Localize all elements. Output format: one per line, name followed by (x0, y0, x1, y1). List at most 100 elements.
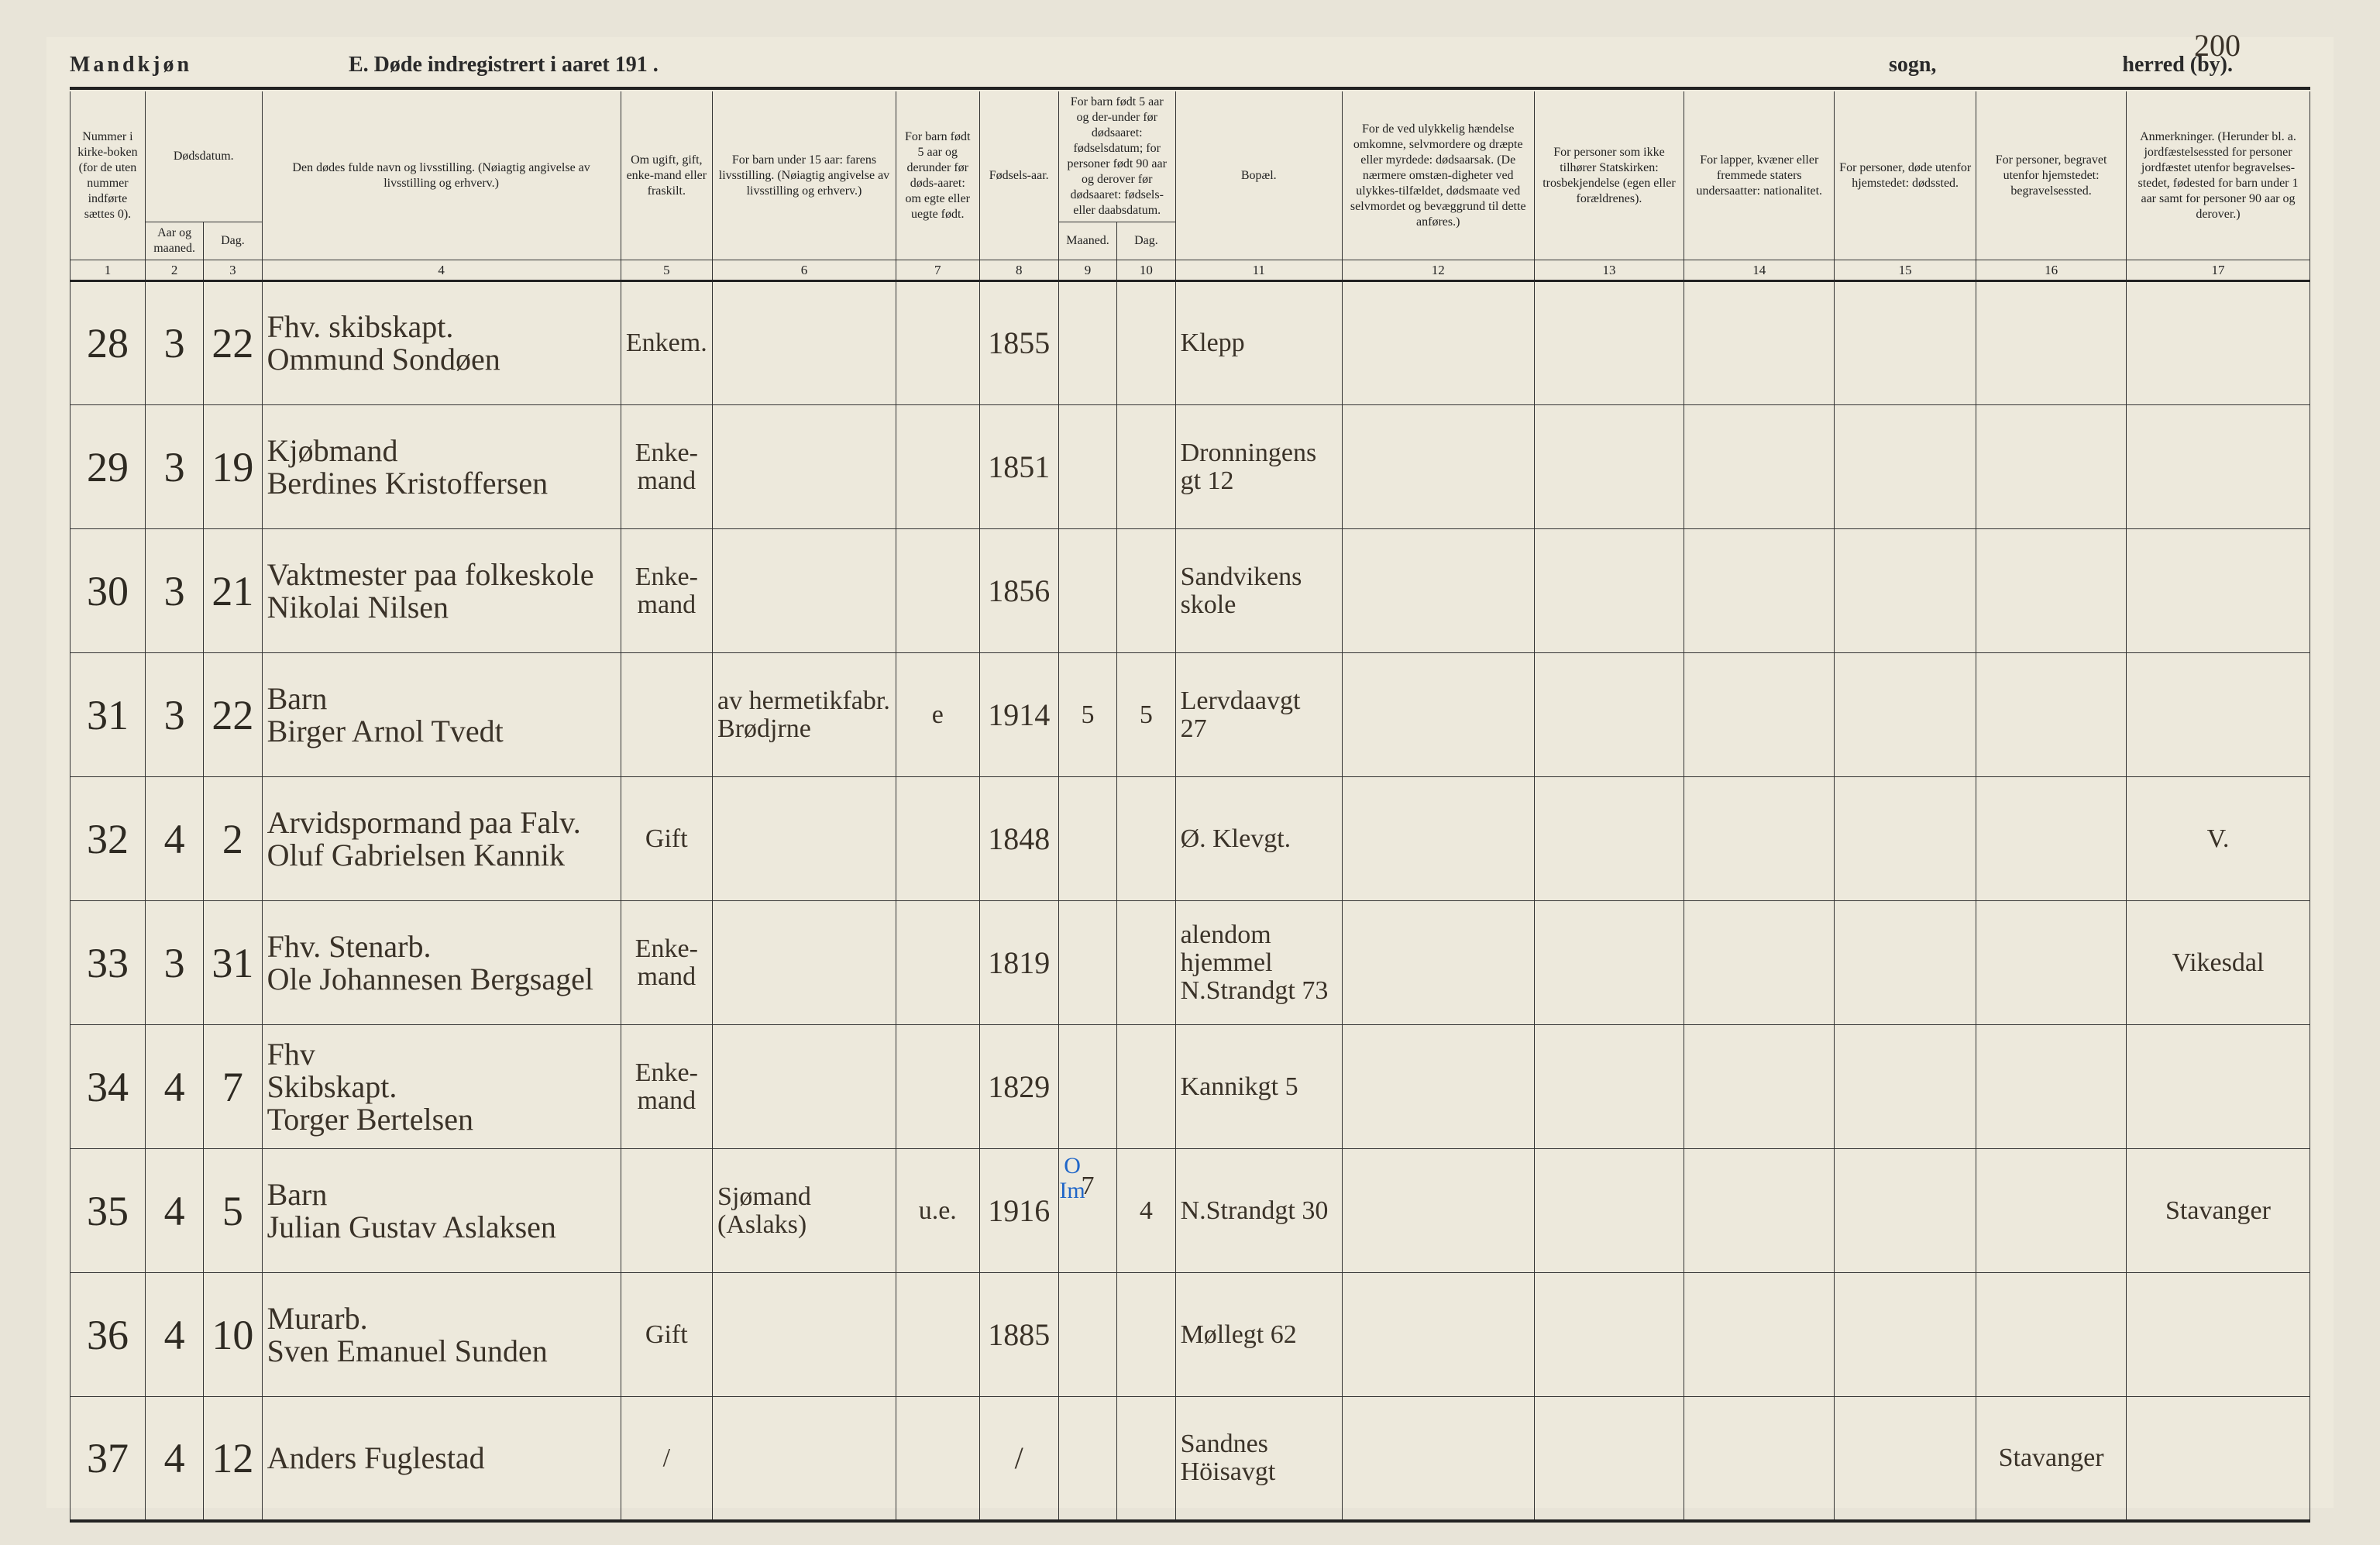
register-table: Nummer i kirke-boken (for de uten nummer… (70, 91, 2310, 1523)
cell (896, 1397, 979, 1521)
col-header-9b: Dag. (1117, 222, 1175, 260)
cell-value: Anders Fuglestad (267, 1440, 485, 1475)
col-header-2a: Aar og maaned. (145, 222, 203, 260)
cell-value: 5 (1140, 700, 1153, 729)
col-header-9-top: For barn født 5 aar og der-under før død… (1058, 91, 1175, 222)
cell: 1819 (979, 901, 1058, 1025)
col-header-5: Om ugift, gift, enke-mand eller fraskilt… (621, 91, 712, 260)
cell (713, 405, 896, 529)
cell: Enke- mand (621, 529, 712, 653)
cell-value: 10 (212, 1312, 253, 1358)
colnum: 14 (1684, 260, 1835, 281)
cell (1534, 1025, 1684, 1149)
cell: 4 (145, 1025, 203, 1149)
col-header-12: For de ved ulykkelig hændelse omkomne, s… (1342, 91, 1534, 260)
cell (896, 405, 979, 529)
cell (1058, 281, 1116, 405)
cell-value: 19 (212, 444, 253, 490)
cell: Kjøbmand Berdines Kristoffersen (262, 405, 621, 529)
cell (1534, 529, 1684, 653)
cell-value: 4 (164, 1064, 185, 1110)
cell-value: u.e. (919, 1196, 957, 1225)
colnum: 2 (145, 260, 203, 281)
cell: Anders Fuglestad (262, 1397, 621, 1521)
col-header-6: For barn under 15 aar: farens livsstilli… (713, 91, 896, 260)
colnum: 9 (1058, 260, 1116, 281)
cell: Sandvikens skole (1175, 529, 1342, 653)
colnum: 5 (621, 260, 712, 281)
cell (1835, 1397, 1976, 1521)
table-row: 28322Fhv. skibskapt. Ommund SondøenEnkem… (71, 281, 2310, 405)
cell-value: N.Strandgt 30 (1181, 1196, 1329, 1225)
cell (1684, 529, 1835, 653)
cell (2126, 405, 2309, 529)
cell-value: 33 (87, 940, 129, 986)
cell: 22 (204, 653, 262, 777)
colnum: 10 (1117, 260, 1175, 281)
cell (1835, 1149, 1976, 1273)
cell-value: 1885 (988, 1317, 1050, 1352)
cell: Vikesdal (2126, 901, 2309, 1025)
cell (1117, 777, 1175, 901)
cell: 33 (71, 901, 146, 1025)
cell (1835, 281, 1976, 405)
cell-value: Murarb. Sven Emanuel Sunden (267, 1301, 548, 1368)
cell: Ø. Klevgt. (1175, 777, 1342, 901)
cell: 3 (145, 529, 203, 653)
cell: Klepp (1175, 281, 1342, 405)
cell: 29 (71, 405, 146, 529)
cell: Enkem. (621, 281, 712, 405)
cell: 37 (71, 1397, 146, 1521)
table-row: 37412Anders Fuglestad//Sandnes HöisavgtS… (71, 1397, 2310, 1521)
cell (1684, 281, 1835, 405)
cell: 35 (71, 1149, 146, 1273)
cell: 31 (71, 653, 146, 777)
cell: Stavanger (2126, 1149, 2309, 1273)
blue-annotation: O Im (1048, 1154, 1096, 1203)
cell: 1829 (979, 1025, 1058, 1149)
cell (1976, 529, 2127, 653)
cell-value: Sjømand (Aslaks) (717, 1182, 811, 1239)
cell-value: 1851 (988, 449, 1050, 484)
cell-value: Gift (645, 824, 688, 853)
cell: N.Strandgt 30 (1175, 1149, 1342, 1273)
cell: Fhv Skibskapt. Torger Bertelsen (262, 1025, 621, 1149)
cell (713, 777, 896, 901)
cell (896, 777, 979, 901)
cell-value: Ø. Klevgt. (1181, 824, 1291, 853)
cell-value: Klepp (1181, 329, 1245, 357)
cell: 36 (71, 1273, 146, 1397)
cell (1117, 529, 1175, 653)
cell (1058, 1273, 1116, 1397)
cell-value: V. (2207, 824, 2230, 853)
cell-value: Fhv. skibskapt. Ommund Sondøen (267, 309, 500, 377)
cell: Kannikgt 5 (1175, 1025, 1342, 1149)
cell-value: Arvidspormand paa Falv. Oluf Gabrielsen … (267, 805, 581, 872)
table-row: 36410Murarb. Sven Emanuel SundenGift1885… (71, 1273, 2310, 1397)
cell (1684, 777, 1835, 901)
cell: Murarb. Sven Emanuel Sunden (262, 1273, 621, 1397)
cell (1976, 777, 2127, 901)
cell (896, 1273, 979, 1397)
table-row: 3242Arvidspormand paa Falv. Oluf Gabriel… (71, 777, 2310, 901)
cell: 2 (204, 777, 262, 901)
cell: u.e. (896, 1149, 979, 1273)
page-number: 200 (2194, 29, 2241, 62)
cell (2126, 529, 2309, 653)
cell-value: 4 (1140, 1196, 1153, 1225)
cell-value: 3 (164, 940, 185, 986)
cell-value: 22 (212, 692, 253, 738)
cell (1342, 529, 1534, 653)
cell-value: Barn Birger Arnol Tvedt (267, 681, 504, 748)
colnum: 7 (896, 260, 979, 281)
cell: Sjømand (Aslaks) (713, 1149, 896, 1273)
cell (1976, 1025, 2127, 1149)
cell: 4 (145, 1397, 203, 1521)
col-header-2b: Dag. (204, 222, 262, 260)
cell: / (979, 1397, 1058, 1521)
table-row: 33331Fhv. Stenarb. Ole Johannesen Bergsa… (71, 901, 2310, 1025)
cell (1058, 1025, 1116, 1149)
cell-value: 31 (87, 692, 129, 738)
cell (1835, 1273, 1976, 1397)
cell (1534, 901, 1684, 1025)
